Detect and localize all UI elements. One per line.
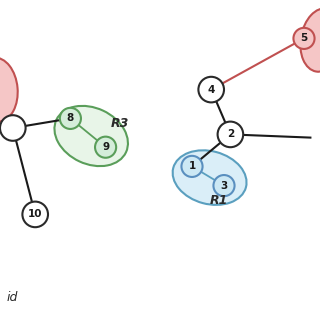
Ellipse shape (173, 150, 246, 205)
Ellipse shape (0, 58, 18, 122)
Text: 1: 1 (188, 161, 196, 172)
Circle shape (198, 77, 224, 102)
Text: 8: 8 (67, 113, 74, 124)
Text: R3: R3 (111, 117, 129, 130)
Text: 2: 2 (227, 129, 234, 140)
Circle shape (293, 28, 315, 49)
Text: 9: 9 (102, 142, 109, 152)
Text: 10: 10 (28, 209, 43, 220)
Circle shape (181, 156, 203, 177)
Text: 4: 4 (207, 84, 215, 95)
Ellipse shape (300, 8, 320, 72)
Circle shape (22, 202, 48, 227)
Circle shape (218, 122, 243, 147)
Circle shape (0, 115, 26, 141)
Circle shape (60, 108, 81, 129)
Text: R1: R1 (210, 194, 228, 206)
Text: 3: 3 (220, 180, 228, 191)
Text: id: id (6, 291, 18, 304)
Ellipse shape (54, 106, 128, 166)
Circle shape (95, 137, 116, 158)
Circle shape (213, 175, 235, 196)
Text: 5: 5 (300, 33, 308, 44)
